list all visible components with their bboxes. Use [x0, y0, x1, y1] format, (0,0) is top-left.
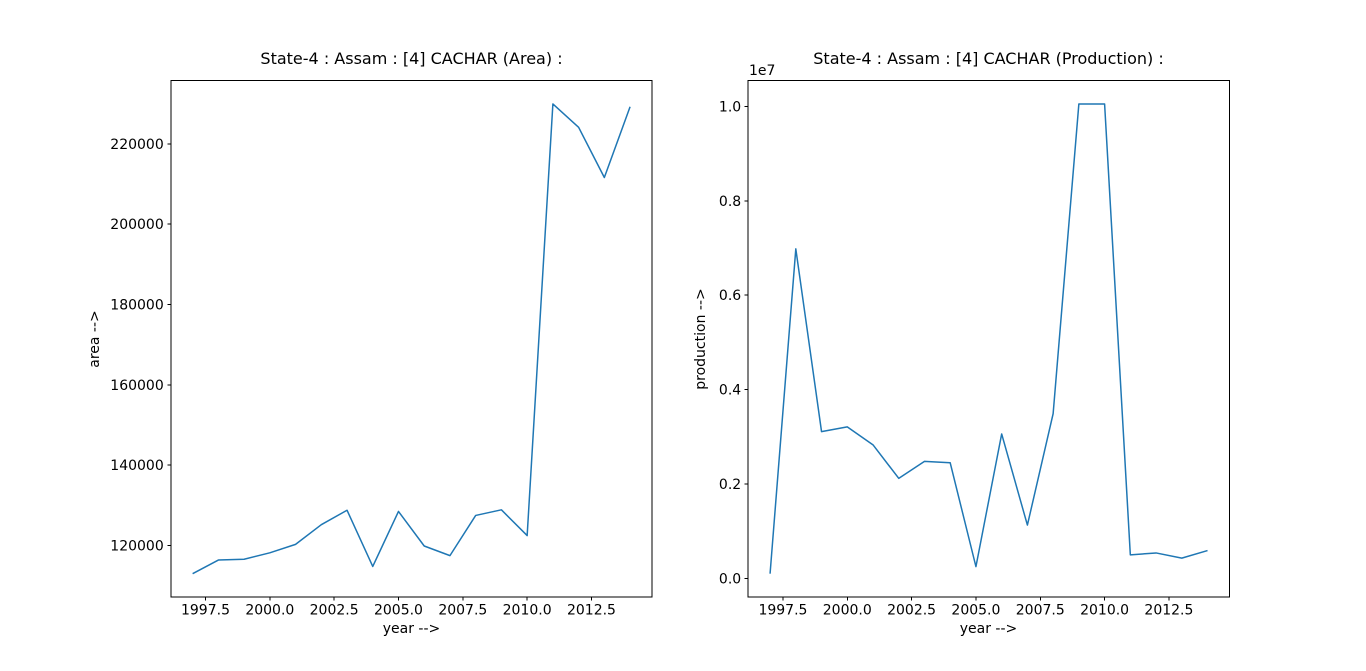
x-tick-label: 2012.5 [1144, 603, 1193, 619]
x-tick-label: 2005.0 [374, 603, 423, 619]
x-tick-label: 2005.0 [951, 603, 1000, 619]
production-chart-canvas: 1997.5 2000.0 2002.5 2005.0 2007.5 2010.0 2012… [719, 80, 1230, 619]
data-line [192, 103, 631, 575]
production-chart-xlabel: year --> [959, 621, 1018, 637]
x-tick-label: 2010.0 [503, 603, 552, 619]
production-chart-title: State-4 : Assam : [4] CACHAR (Production… [813, 49, 1164, 68]
data-line [769, 103, 1208, 574]
y-tick-label: 0.6 [719, 288, 741, 304]
x-tick-label: 2007.5 [1016, 603, 1065, 619]
y-tick-label: 160000 [110, 378, 163, 394]
area-chart-ylabel: area --> [87, 310, 103, 368]
area-chart-xlabel: year --> [382, 621, 441, 637]
area-chart-title: State-4 : Assam : [4] CACHAR (Area) : [260, 49, 563, 68]
y-tick-label: 0.0 [719, 571, 741, 587]
y-tick-label: 120000 [110, 539, 163, 555]
y-tick-label: 140000 [110, 458, 163, 474]
y-tick-label: 0.4 [719, 383, 741, 399]
production-chart-ylabel: production --> [693, 288, 709, 390]
x-tick-label: 2000.0 [823, 603, 872, 619]
axes-spines [747, 80, 1230, 598]
x-tick-label: 2000.0 [245, 603, 294, 619]
y-tick-label: 1.0 [719, 99, 741, 115]
x-tick-label: 1997.5 [758, 603, 807, 619]
y-tick-label: 200000 [110, 217, 163, 233]
x-tick-label: 2002.5 [887, 603, 936, 619]
x-tick-label: 2010.0 [1080, 603, 1129, 619]
production-yaxis-offset-text: 1e7 [749, 63, 776, 79]
axes-spines [170, 80, 653, 598]
y-tick-label: 0.8 [719, 194, 741, 210]
area-chart-canvas: 1997.5 2000.0 2002.5 2005.0 2007.5 2010.0 2012… [110, 80, 653, 619]
x-tick-label: 2007.5 [438, 603, 487, 619]
x-tick-label: 2012.5 [567, 603, 616, 619]
y-tick-label: 0.2 [719, 477, 741, 493]
x-tick-label: 2002.5 [310, 603, 359, 619]
y-tick-label: 220000 [110, 137, 163, 153]
x-tick-label: 1997.5 [181, 603, 230, 619]
y-tick-label: 180000 [110, 297, 163, 313]
